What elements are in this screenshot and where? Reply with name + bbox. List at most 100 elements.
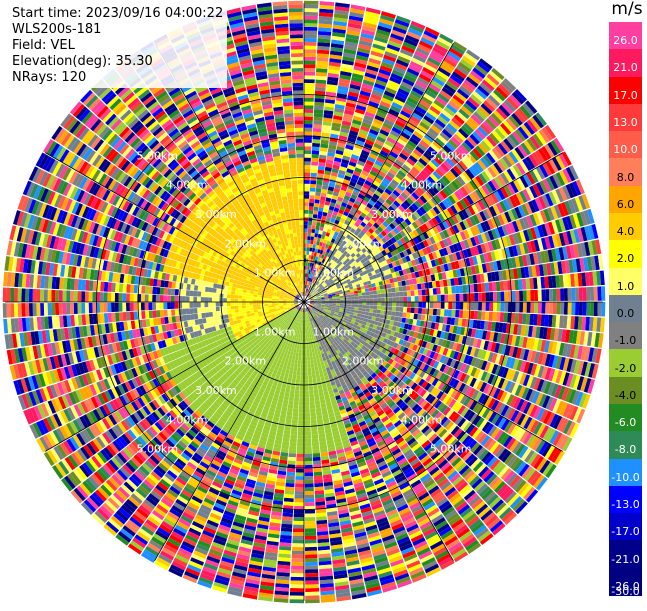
velocity-gate xyxy=(389,302,393,306)
velocity-gate xyxy=(311,423,317,427)
velocity-gate xyxy=(304,401,309,405)
velocity-gate xyxy=(305,532,316,536)
velocity-gate xyxy=(304,131,312,135)
velocity-gate xyxy=(462,285,466,293)
velocity-gate xyxy=(381,302,385,306)
velocity-gate xyxy=(294,401,299,405)
velocity-gate xyxy=(315,87,326,92)
velocity-gate xyxy=(298,357,301,361)
velocity-gate xyxy=(305,273,307,277)
velocity-gate xyxy=(530,302,534,313)
velocity-gate xyxy=(523,302,527,313)
velocity-gate xyxy=(500,281,504,291)
velocity-gate xyxy=(291,423,297,427)
velocity-gate xyxy=(444,287,448,294)
velocity-gate xyxy=(305,476,314,480)
velocity-gate xyxy=(289,449,296,453)
velocity-gate xyxy=(380,289,384,293)
velocity-gate xyxy=(354,307,358,310)
velocity-gate xyxy=(289,393,294,397)
velocity-gate xyxy=(314,199,319,203)
velocity-gate xyxy=(314,237,318,241)
velocity-gate xyxy=(293,412,299,416)
velocity-gate xyxy=(361,286,365,290)
velocity-gate xyxy=(284,426,291,430)
velocity-gate xyxy=(355,296,359,299)
velocity-gate xyxy=(304,169,310,173)
velocity-gate xyxy=(292,378,296,382)
velocity-gate xyxy=(304,368,307,372)
velocity-gate xyxy=(534,302,538,313)
velocity-gate xyxy=(305,569,318,573)
velocity-gate xyxy=(285,490,294,494)
velocity-gate xyxy=(364,315,368,319)
velocity-gate xyxy=(305,454,313,458)
velocity-gate xyxy=(377,306,381,310)
velocity-gate xyxy=(304,195,309,199)
velocity-gate xyxy=(399,307,403,312)
velocity-gate xyxy=(305,528,316,532)
velocity-gate xyxy=(304,139,312,143)
velocity-gate xyxy=(314,475,323,479)
velocity-gate xyxy=(316,411,322,415)
velocity-gate xyxy=(370,302,374,305)
velocity-gate xyxy=(300,375,304,379)
velocity-gate xyxy=(444,294,448,301)
velocity-gate xyxy=(372,313,376,317)
velocity-gate xyxy=(305,472,313,476)
velocity-gate xyxy=(492,282,496,291)
velocity-gate xyxy=(515,302,519,312)
velocity-gate xyxy=(312,438,319,442)
velocity-gate xyxy=(299,349,302,353)
velocity-gate xyxy=(313,468,321,472)
velocity-gate xyxy=(293,352,296,356)
velocity-gate xyxy=(292,543,304,547)
velocity-gate xyxy=(556,302,560,314)
velocity-gate xyxy=(433,288,437,295)
velocity-gate xyxy=(313,241,317,245)
velocity-gate xyxy=(293,409,299,413)
velocity-gate xyxy=(289,599,304,603)
velocity-gate xyxy=(312,434,319,438)
velocity-gate xyxy=(297,446,304,450)
velocity-gate xyxy=(575,302,579,315)
velocity-gate xyxy=(312,225,316,229)
velocity-gate xyxy=(304,225,308,229)
velocity-gate xyxy=(291,363,295,367)
velocity-gate xyxy=(311,252,314,256)
velocity-gate xyxy=(421,314,425,320)
velocity-gate xyxy=(298,360,301,364)
velocity-gate xyxy=(428,315,432,322)
velocity-gate xyxy=(391,316,395,321)
velocity-gate xyxy=(289,397,294,401)
velocity-gate xyxy=(290,435,297,439)
velocity-gate xyxy=(313,128,322,132)
velocity-gate xyxy=(315,91,325,95)
velocity-gate xyxy=(459,285,463,293)
velocity-gate xyxy=(305,487,314,491)
velocity-gate xyxy=(309,195,314,199)
velocity-gate xyxy=(340,298,344,300)
velocity-gate xyxy=(340,296,344,298)
velocity-gate xyxy=(312,222,316,226)
velocity-gate xyxy=(304,202,309,206)
velocity-gate xyxy=(304,105,313,109)
velocity-gate xyxy=(395,312,399,317)
velocity-gate xyxy=(305,469,313,473)
velocity-gate xyxy=(304,346,306,350)
velocity-gate xyxy=(304,16,318,20)
velocity-gate xyxy=(474,284,478,293)
velocity-gate xyxy=(489,302,493,311)
velocity-gate xyxy=(300,372,304,376)
velocity-gate xyxy=(304,4,318,8)
velocity-gate xyxy=(300,390,304,394)
velocity-gate xyxy=(287,408,293,412)
velocity-gate xyxy=(309,203,314,207)
velocity-gate xyxy=(314,479,323,483)
velocity-gate xyxy=(296,379,300,383)
velocity-gate xyxy=(304,375,308,379)
velocity-gate xyxy=(358,293,362,296)
velocity-gate xyxy=(470,284,474,292)
velocity-gate xyxy=(291,359,295,363)
